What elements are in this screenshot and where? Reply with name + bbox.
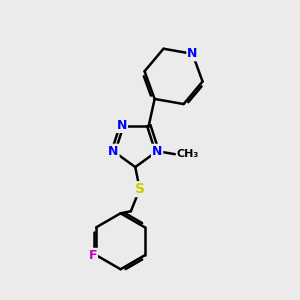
Text: N: N [117,119,127,132]
Text: N: N [187,47,198,60]
Text: N: N [108,145,118,158]
Text: S: S [135,182,145,196]
Text: F: F [88,249,97,262]
Text: N: N [152,145,162,158]
Text: CH₃: CH₃ [177,149,199,159]
